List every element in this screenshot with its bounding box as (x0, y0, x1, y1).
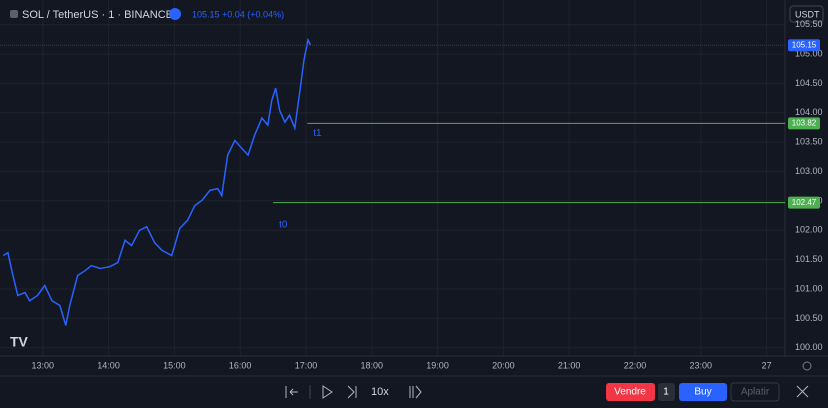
last-price-label: 105.15 (792, 40, 817, 49)
y-tick-label: 104.50 (795, 78, 823, 88)
level-tag (788, 117, 820, 130)
replay-icon[interactable] (169, 8, 181, 20)
y-tick-label: 100.50 (795, 313, 823, 323)
level-tag (788, 196, 820, 209)
close[interactable] (796, 385, 809, 398)
level-label: t0 (279, 219, 288, 230)
y-tick-label: 105.50 (795, 19, 823, 29)
y-tick-label: 101.50 (795, 254, 823, 264)
y-tick-label: 103.00 (795, 166, 823, 176)
y-tick-label: 104.00 (795, 107, 823, 117)
x-tick-label: 17:00 (295, 360, 318, 370)
price-line (2, 37, 312, 326)
flatten[interactable]: Aplatir (741, 387, 770, 398)
x-tick-label: 13:00 (32, 360, 55, 370)
x-tick-label: 18:00 (361, 360, 384, 370)
currency[interactable]: USDT (795, 9, 820, 19)
level-value: 103.82 (792, 118, 817, 127)
level-label: t1 (313, 128, 322, 139)
play[interactable] (322, 385, 333, 399)
x-tick-label: 21:00 (558, 360, 581, 370)
y-tick-label: 101.00 (795, 283, 823, 293)
sell-button[interactable] (606, 383, 655, 401)
buy-button[interactable] (679, 383, 727, 401)
x-tick-label: 14:00 (97, 360, 120, 370)
symbol[interactable]: SOL / TetherUS · 1 · BINANCE (22, 9, 173, 21)
x-tick-label: 15:00 (163, 360, 186, 370)
quote: 105.15 +0.04 (+0.04%) (192, 9, 284, 19)
speed[interactable]: 10x (371, 386, 389, 398)
y-tick-label: 100.00 (795, 342, 823, 352)
y-tick-label: 105.00 (795, 48, 823, 58)
x-tick-label: 20:00 (492, 360, 515, 370)
grid (0, 0, 785, 356)
jump-back[interactable] (285, 386, 298, 398)
x-tick-label: 22:00 (624, 360, 647, 370)
last-price-tag (788, 39, 820, 52)
x-tick-label: 27 (762, 360, 772, 370)
level-value: 102.47 (792, 198, 817, 207)
quantity-box[interactable] (658, 383, 675, 401)
y-tick-label: 103.50 (795, 137, 823, 147)
x-tick-label: 23:00 (690, 360, 713, 370)
symbol-icon (10, 10, 18, 18)
currency-button[interactable] (789, 5, 824, 23)
quantity[interactable]: 1 (663, 387, 669, 398)
price-axis (785, 0, 828, 375)
x-tick-label: 19:00 (426, 360, 449, 370)
flatten-button[interactable] (730, 382, 780, 402)
buy[interactable]: Buy (694, 387, 711, 398)
x-tick-label: 16:00 (229, 360, 252, 370)
step[interactable] (347, 385, 357, 399)
logo: TV (10, 334, 29, 350)
settings-icon[interactable] (802, 361, 812, 371)
y-tick-label: 102.00 (795, 225, 823, 235)
jump-forward[interactable] (409, 385, 422, 399)
sell[interactable]: Vendre (614, 387, 646, 398)
